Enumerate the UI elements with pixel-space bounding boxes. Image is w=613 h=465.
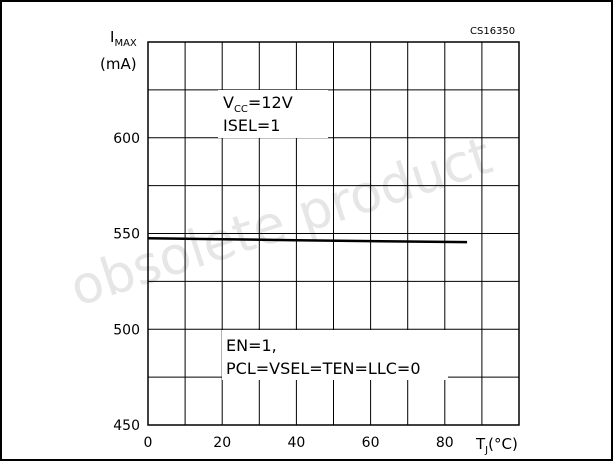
y-axis-label-main: I bbox=[110, 28, 114, 46]
svg-text:TJ(°C): TJ(°C) bbox=[475, 435, 518, 456]
y-axis-label-unit: (mA) bbox=[100, 55, 137, 73]
x-tick-label: 60 bbox=[362, 435, 380, 451]
y-tick-label: 450 bbox=[113, 418, 140, 434]
x-axis-label-unit: (°C) bbox=[488, 435, 518, 453]
figure-code: CS16350 bbox=[470, 26, 515, 37]
x-axis-label-main: T bbox=[475, 435, 486, 453]
annotation-en: EN=1, bbox=[226, 336, 277, 355]
x-axis-label-sub: J bbox=[484, 445, 488, 456]
annotation-box-top: VCC=12V ISEL=1 bbox=[218, 90, 328, 138]
x-tick-label: 0 bbox=[144, 435, 153, 451]
x-tick-labels: 0 20 40 60 80 bbox=[144, 435, 454, 451]
annotation-box-bottom: EN=1, PCL=VSEL=TEN=LLC=0 bbox=[222, 330, 448, 380]
y-tick-label: 600 bbox=[113, 131, 140, 147]
annotation-vcc: VCC=12V bbox=[223, 93, 293, 115]
series-line-imax bbox=[147, 237, 468, 244]
svg-text:IMAX: IMAX bbox=[110, 28, 137, 49]
y-tick-label: 550 bbox=[113, 227, 140, 243]
y-tick-label: 500 bbox=[113, 322, 140, 338]
y-axis-label-sub: MAX bbox=[114, 38, 136, 49]
plot-area bbox=[147, 41, 520, 426]
x-tick-label: 40 bbox=[287, 435, 305, 451]
x-tick-label: 20 bbox=[213, 435, 231, 451]
x-axis-label: TJ(°C) bbox=[475, 435, 518, 456]
y-tick-labels: 450 500 550 600 bbox=[113, 131, 140, 434]
annotation-pcl: PCL=VSEL=TEN=LLC=0 bbox=[226, 359, 421, 378]
x-tick-label: 80 bbox=[436, 435, 454, 451]
annotation-isel: ISEL=1 bbox=[223, 116, 280, 135]
y-axis-label: IMAX (mA) bbox=[100, 28, 137, 73]
